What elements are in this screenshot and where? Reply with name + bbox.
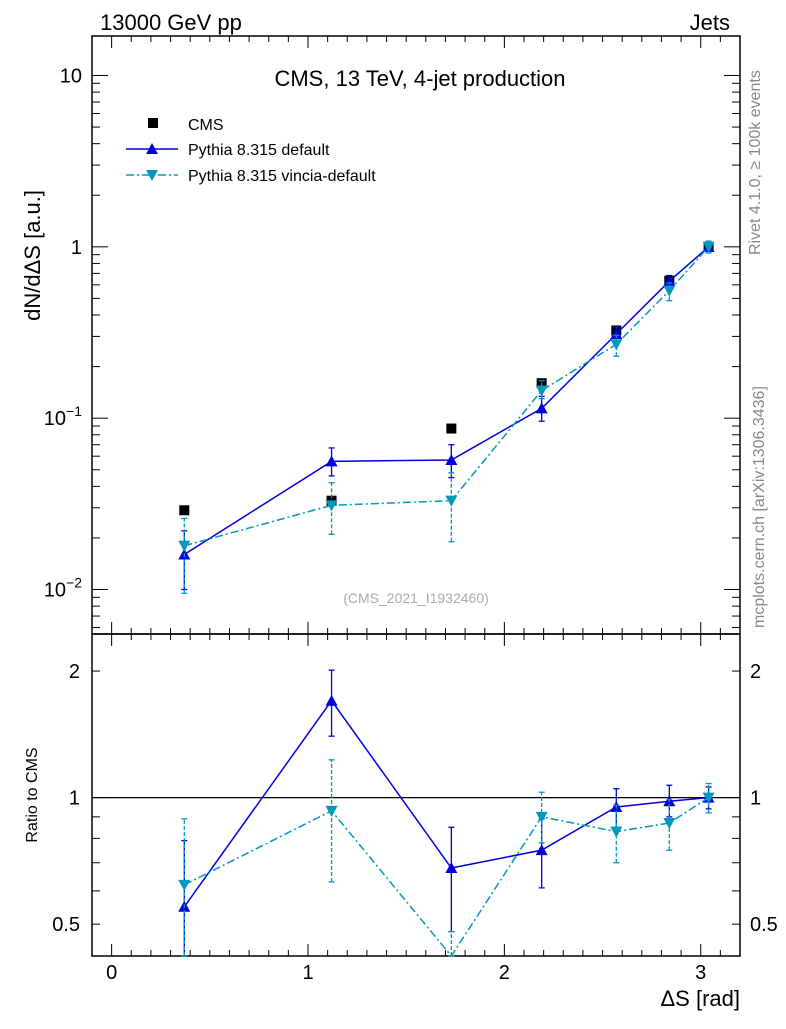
main-series-2: [178, 240, 715, 594]
y-tick-label: 10−2: [44, 575, 82, 602]
main-point-default: [325, 455, 338, 467]
main-series: [178, 240, 715, 594]
main-title: CMS, 13 TeV, 4-jet production: [274, 66, 565, 91]
legend-label-cms: CMS: [188, 117, 224, 134]
ratio-series-1: [178, 759, 715, 958]
main-point-vincia: [702, 241, 715, 253]
ratio-point-default: [445, 862, 458, 874]
main-point-cms: [179, 505, 190, 516]
ratio-point-vincia: [325, 805, 338, 817]
legend-marker-vincia: [146, 170, 158, 181]
legend-label-vincia: Pythia 8.315 vincia-default: [188, 168, 376, 185]
main-point-vincia: [325, 500, 338, 512]
main-point-default: [445, 453, 458, 465]
ratio-y-tick-label-right: 0.5: [750, 914, 778, 936]
main-ticks: 10−2 10−1 1 10: [44, 36, 741, 634]
header-right-label: Jets: [690, 10, 730, 35]
analysis-id-label: (CMS_2021_I1932460): [343, 590, 489, 606]
ratio-point-vincia: [702, 792, 715, 804]
ratio-point-vincia: [178, 879, 191, 891]
main-point-vincia: [535, 385, 548, 397]
ratio-y-tick-label-left: 2: [69, 661, 80, 683]
ratio-y-tick-label-right: 2: [750, 661, 761, 683]
x-tick-label: 3: [695, 962, 706, 984]
x-tick-label: 2: [499, 962, 510, 984]
ratio-point-vincia: [610, 826, 623, 838]
legend: CMS Pythia 8.315 default Pythia 8.315 vi…: [126, 117, 376, 185]
header-left-label: 13000 GeV pp: [100, 10, 242, 35]
y-tick-label: 10−1: [44, 403, 82, 430]
main-point-vincia: [178, 540, 191, 552]
main-point-cms: [446, 423, 457, 434]
x-tick-label: 0: [106, 962, 117, 984]
y-tick-label: 1: [71, 237, 82, 259]
main-panel: CMS, 13 TeV, 4-jet production dN/dΔS [a.…: [20, 35, 741, 635]
main-point-vincia: [610, 339, 623, 351]
ratio-point-default: [535, 844, 548, 856]
ratio-y-tick-label-left: 0.5: [52, 914, 80, 936]
ratio-series-line: [183, 699, 709, 908]
x-tick-label: 1: [302, 962, 313, 984]
ratio-point-default: [325, 694, 338, 706]
y-tick-label: 10: [60, 65, 82, 87]
main-point-default: [610, 327, 623, 339]
mcplots-side-label: mcplots.cern.ch [arXiv:1306.3436]: [751, 386, 768, 628]
ratio-series-line: [183, 796, 709, 958]
ratio-ticks: 0 1 2 3 0.5 0.5 1 1 2 2: [52, 634, 778, 984]
main-series-line: [184, 246, 710, 547]
x-axis-label: ΔS [rad]: [660, 986, 740, 1011]
ratio-point-vincia: [663, 818, 676, 830]
rivet-side-label: Rivet 4.1.0, ≥ 100k events: [747, 70, 764, 255]
ratio-point-vincia: [535, 811, 548, 823]
ratio-series: [178, 669, 715, 958]
main-point-default: [535, 402, 548, 414]
ratio-series-0: [178, 669, 715, 957]
ratio-y-tick-label-left: 1: [69, 788, 80, 810]
main-y-label: dN/dΔS [a.u.]: [20, 190, 45, 321]
ratio-y-tick-label-right: 1: [750, 788, 761, 810]
ratio-panel: Ratio to CMS ΔS [rad] 0 1 2 3 0.5 0.5 1 1 2 2: [24, 633, 778, 1011]
ratio-y-label: Ratio to CMS: [24, 747, 41, 842]
ratio-plot-frame: [91, 633, 741, 957]
main-series-0: [179, 241, 714, 516]
main-point-vincia: [663, 285, 676, 297]
main-series-1: [178, 240, 715, 591]
legend-marker-default: [146, 143, 158, 154]
legend-marker-cms: [148, 118, 158, 128]
legend-label-default: Pythia 8.315 default: [188, 142, 330, 159]
main-series-line: [183, 246, 710, 556]
main-point-vincia: [445, 495, 458, 507]
